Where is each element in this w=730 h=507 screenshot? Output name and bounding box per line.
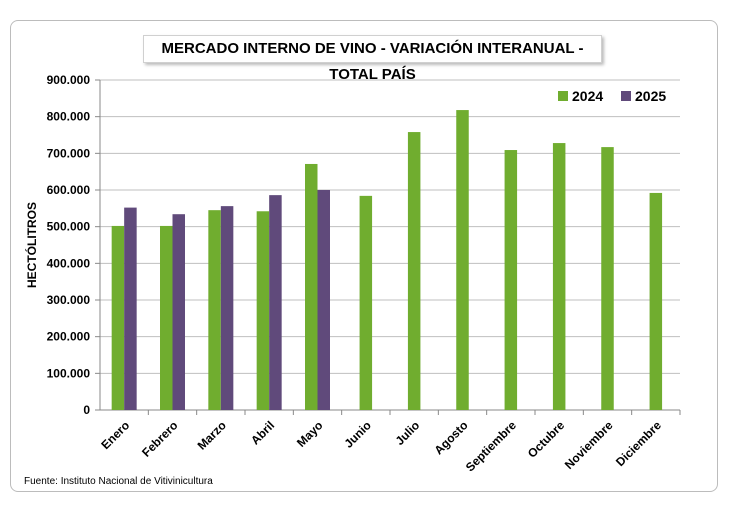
bar-2024-noviembre [601,147,614,410]
y-tick-label: 200.000 [47,330,91,344]
y-tick-label: 100.000 [47,366,91,380]
y-tick-label: 600.000 [47,183,91,197]
bar-2024-octubre [552,143,566,411]
x-tick-label: Octubre [525,418,568,461]
bar-2024-agosto [456,110,469,411]
y-tick-label: 500.000 [47,220,91,234]
y-tick-label: 300.000 [47,293,91,307]
x-tick-label: Agosto [431,418,470,457]
x-tick-label: Diciembre [613,418,664,469]
x-tick-label: Febrero [139,418,180,459]
bar-2024-septiembre [504,150,518,411]
x-tick-label: Noviembre [562,418,616,472]
y-tick-label: 400.000 [47,256,91,270]
x-tick-label: Abril [248,418,277,447]
bar-2024-julio [407,132,421,411]
legend-swatch-2025 [621,91,631,101]
bar-2025-marzo [220,206,234,410]
x-tick-label: Junio [341,418,374,451]
x-tick-label: Mayo [294,418,326,450]
bar-2024-enero [111,225,125,410]
bar-2024-junio [359,195,373,410]
bar-2024-diciembre [649,192,663,410]
bar-2025-febrero [172,214,185,410]
legend-label-2025: 2025 [635,88,666,104]
bar-2024-marzo [208,210,221,410]
legend-swatch-2024 [558,91,568,101]
y-tick-label: 0 [83,403,90,417]
y-tick-label: 700.000 [47,146,91,160]
legend-label-2024: 2024 [572,88,603,104]
bar-2025-mayo [317,190,330,410]
bar-2025-abril [269,195,282,410]
bar-2024-abril [256,211,270,410]
y-tick-label: 900.000 [47,73,91,87]
bar-2025-enero [124,207,137,410]
y-tick-label: 800.000 [47,110,91,124]
bar-2024-febrero [160,225,173,410]
x-tick-label: Septiembre [463,418,519,474]
chart-title: MERCADO INTERNO DE VINO - VARIACIÓN INTE… [143,35,602,83]
x-tick-label: Marzo [195,418,229,452]
x-tick-label: Enero [98,418,132,452]
y-axis-title: HECTÓLITROS [24,202,39,288]
source-note: Fuente: Instituto Nacional de Vitivinicu… [24,476,213,487]
bar-2024-mayo [305,163,318,410]
x-tick-label: Julio [393,418,423,448]
